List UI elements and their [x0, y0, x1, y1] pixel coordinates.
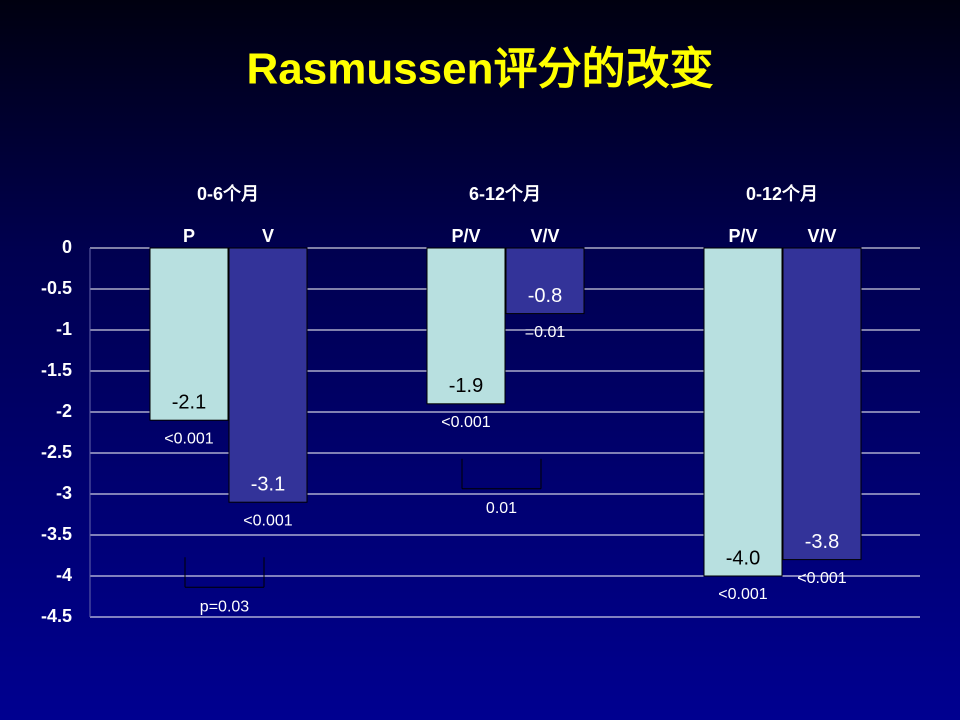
value-label: -4.0	[726, 547, 760, 569]
value-label: -3.1	[251, 473, 285, 495]
y-tick-label: -1	[56, 319, 72, 339]
x-tick-label: V/V	[530, 226, 559, 246]
y-tick-label: -3.5	[41, 524, 72, 544]
p-value-label: =0.01	[525, 324, 566, 341]
x-tick-label: V	[262, 226, 274, 246]
comparison-label: p=0.03	[200, 598, 249, 615]
y-tick-label: -1.5	[41, 360, 72, 380]
group-label: 6-12个月	[469, 183, 541, 204]
value-label: -1.9	[449, 375, 483, 397]
y-tick-label: -0.5	[41, 278, 72, 298]
bar	[228, 247, 308, 503]
x-tick-label: P/V	[728, 226, 757, 246]
y-tick-label: -3	[56, 483, 72, 503]
y-tick-label: 0	[62, 237, 72, 257]
value-label: -2.1	[172, 391, 206, 413]
p-value-label: <0.001	[718, 586, 767, 603]
p-value-label: <0.001	[243, 512, 292, 529]
y-tick-label: -4.5	[41, 606, 72, 626]
bar	[426, 247, 506, 405]
p-value-label: <0.001	[797, 570, 846, 587]
bar	[149, 247, 229, 421]
bar	[703, 247, 783, 577]
x-tick-label: P/V	[451, 226, 480, 246]
value-label: -0.8	[528, 285, 562, 307]
bar	[782, 247, 862, 561]
value-label: -3.8	[805, 531, 839, 553]
comparison-label: 0.01	[486, 500, 517, 517]
y-tick-label: -2.5	[41, 442, 72, 462]
p-value-label: <0.001	[441, 414, 490, 431]
x-tick-label: V/V	[807, 226, 836, 246]
x-tick-label: P	[183, 226, 195, 246]
p-value-label: <0.001	[164, 430, 213, 447]
y-tick-label: -4	[56, 565, 72, 585]
bar	[505, 247, 585, 315]
y-tick-label: -2	[56, 401, 72, 421]
group-label: 0-12个月	[746, 183, 818, 204]
group-label: 0-6个月	[197, 183, 259, 204]
chart-title: Rasmussen评分的改变	[246, 45, 713, 94]
